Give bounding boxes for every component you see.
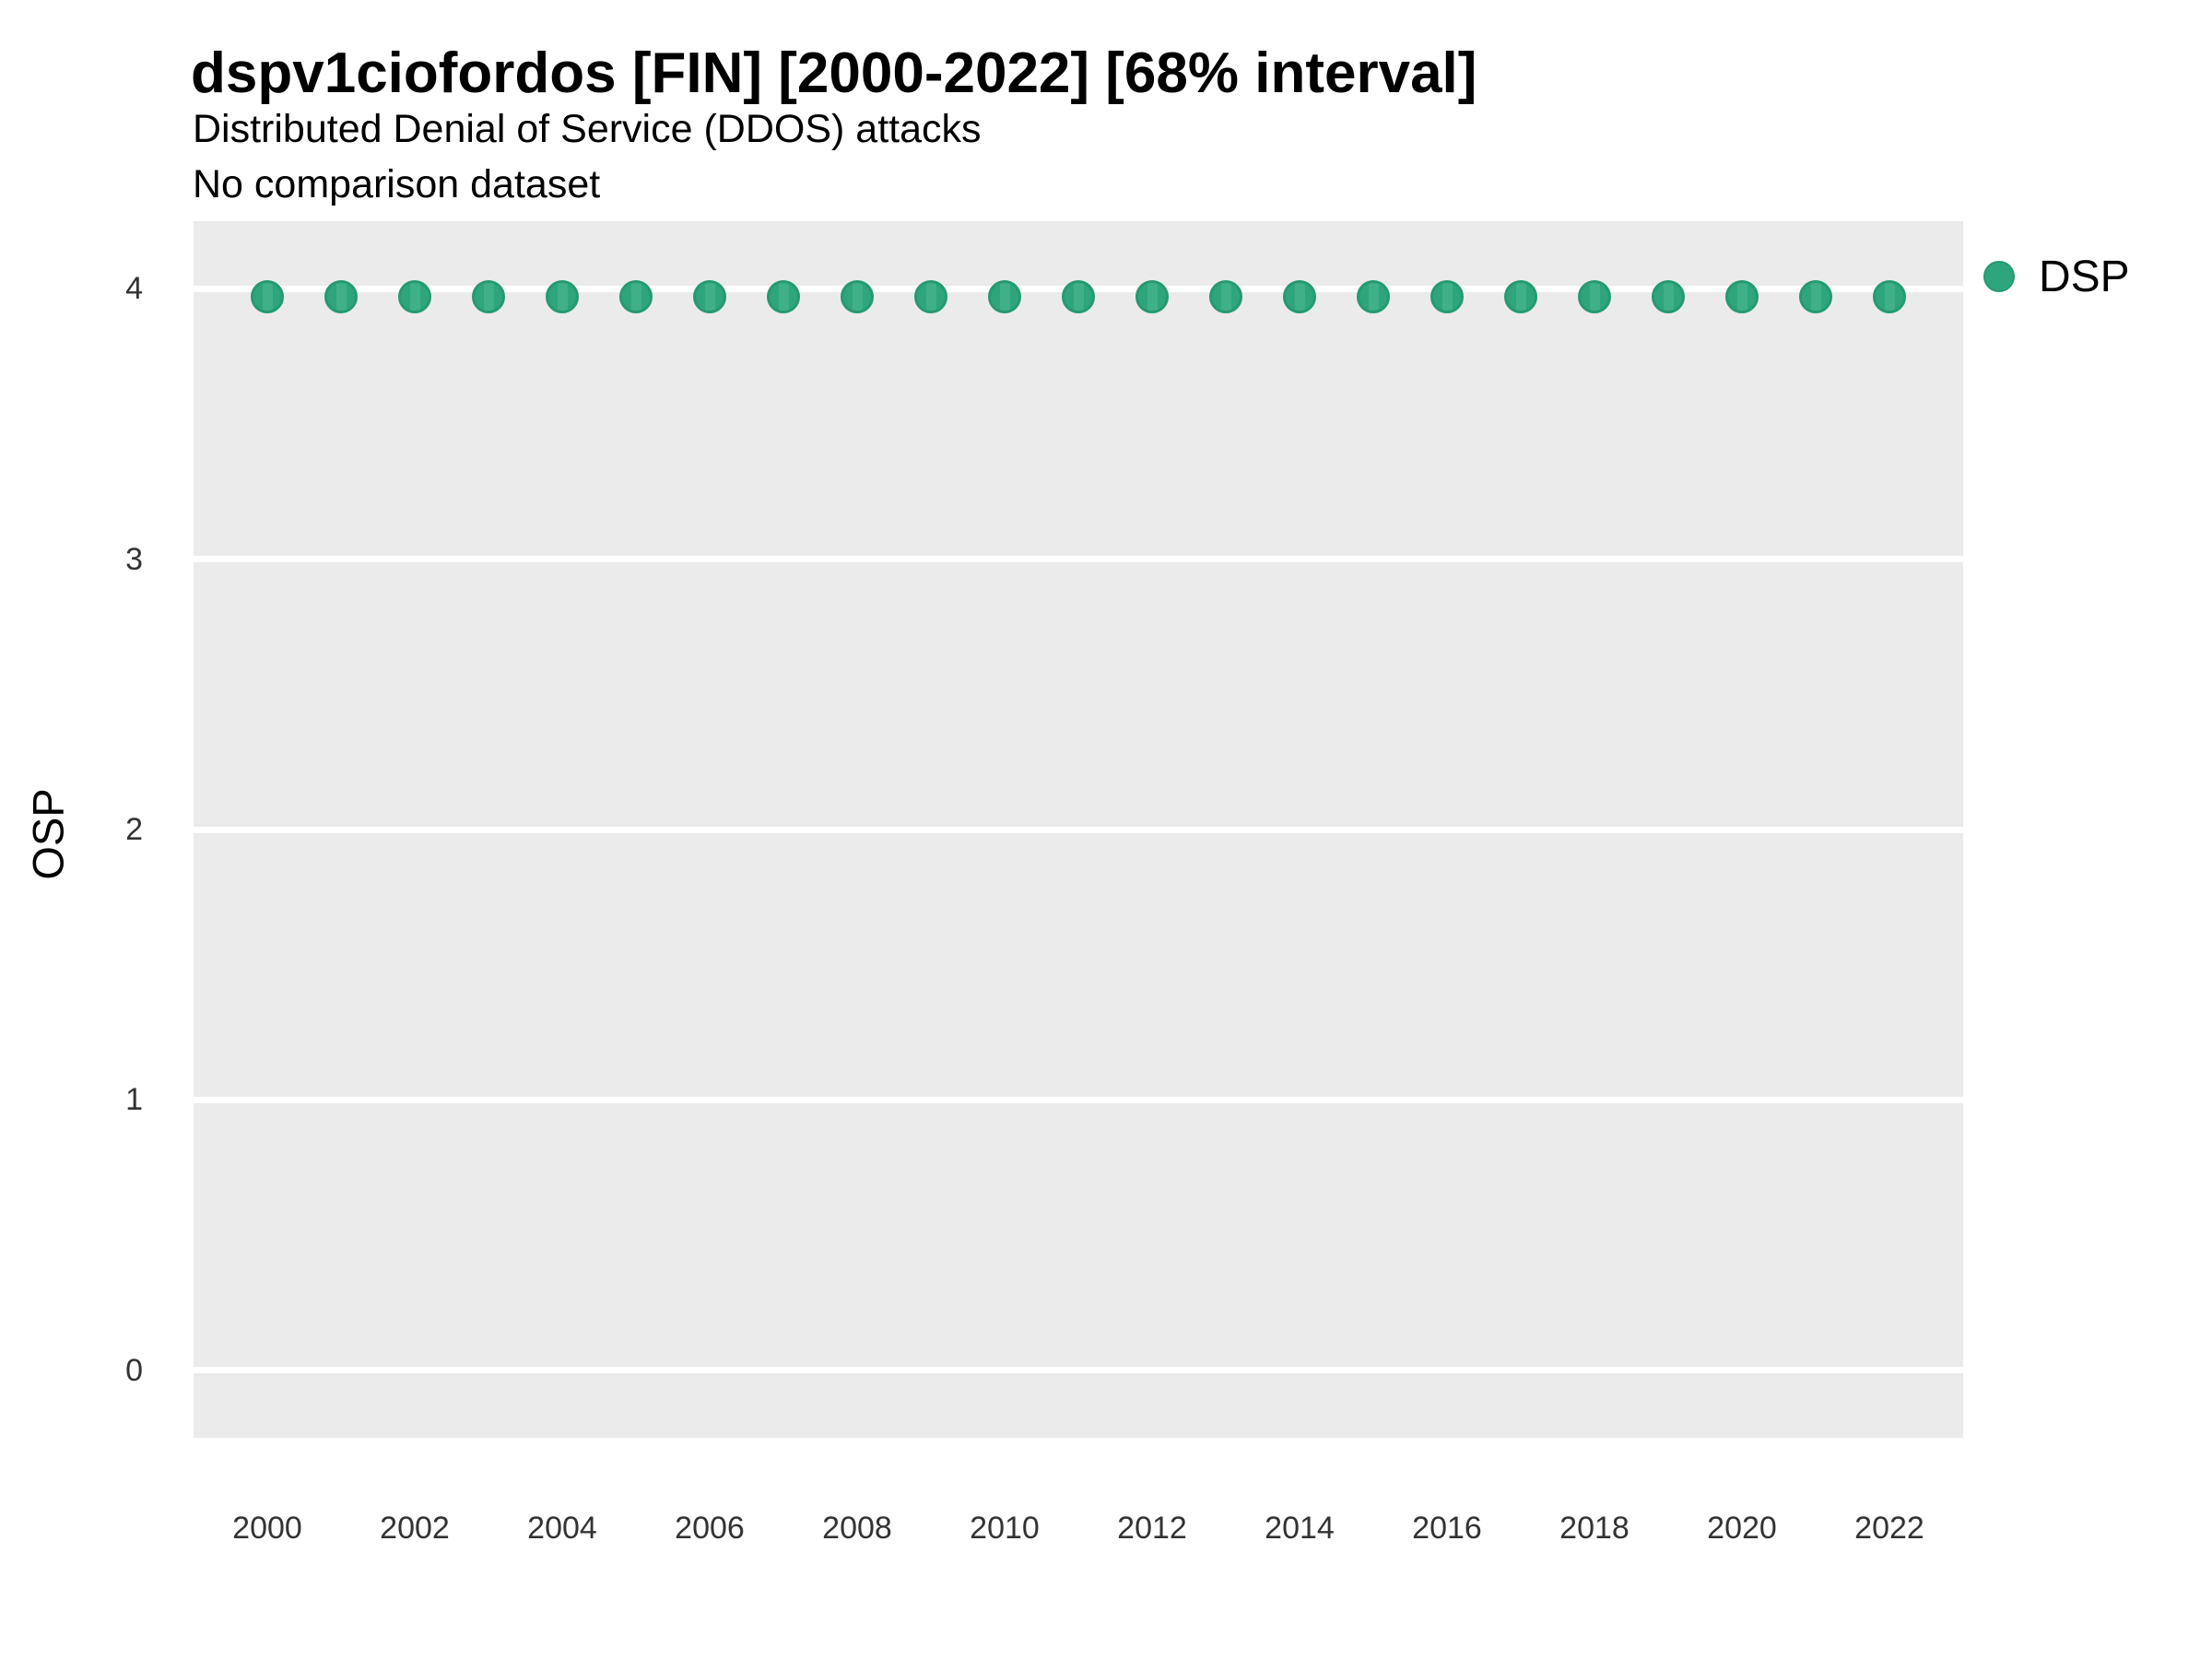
y-tick-label-2: 2: [125, 812, 143, 847]
data-point-DSP-2018: [1578, 280, 1611, 314]
major-gridline-y-0: [194, 1367, 1963, 1374]
interval-stripe: [1147, 283, 1158, 312]
data-point-DSP-2005: [619, 280, 653, 314]
data-point-DSP-2021: [1799, 280, 1832, 314]
major-gridline-y-3: [194, 556, 1963, 563]
y-tick-label-1: 1: [125, 1082, 143, 1118]
legend: DSP: [1983, 251, 2130, 302]
data-point-DSP-2010: [988, 280, 1021, 314]
x-tick-label-2016: 2016: [1412, 1511, 1482, 1546]
x-tick-label-2006: 2006: [675, 1511, 745, 1546]
plot-panel: [194, 221, 1963, 1438]
data-point-DSP-2013: [1209, 280, 1242, 314]
y-tick-label-3: 3: [125, 541, 143, 577]
interval-stripe: [704, 283, 715, 312]
x-tick-label-2010: 2010: [970, 1511, 1040, 1546]
interval-stripe: [1073, 283, 1084, 312]
x-tick-label-2008: 2008: [822, 1511, 892, 1546]
x-tick-label-2002: 2002: [380, 1511, 450, 1546]
data-point-DSP-2002: [398, 280, 431, 314]
chart-note: No comparison dataset: [193, 162, 601, 206]
interval-stripe: [262, 283, 273, 312]
chart-title: dspv1ciofordos [FIN] [2000-2022] [68% in…: [191, 41, 1477, 105]
interval-stripe: [1810, 283, 1821, 312]
interval-stripe: [1663, 283, 1674, 312]
major-gridline-y-2: [194, 826, 1963, 833]
x-tick-label-2012: 2012: [1117, 1511, 1187, 1546]
data-point-DSP-2003: [472, 280, 505, 314]
interval-stripe: [335, 283, 347, 312]
data-point-DSP-2001: [324, 280, 358, 314]
interval-stripe: [1220, 283, 1231, 312]
data-point-DSP-2017: [1504, 280, 1537, 314]
interval-stripe: [1515, 283, 1526, 312]
interval-stripe: [1368, 283, 1379, 312]
interval-stripe: [999, 283, 1010, 312]
interval-stripe: [778, 283, 789, 312]
data-point-DSP-2016: [1430, 280, 1464, 314]
data-point-DSP-2015: [1357, 280, 1390, 314]
data-point-DSP-2011: [1062, 280, 1095, 314]
interval-stripe: [1736, 283, 1747, 312]
data-point-DSP-2008: [841, 280, 874, 314]
x-tick-label-2020: 2020: [1707, 1511, 1777, 1546]
data-point-DSP-2009: [914, 280, 947, 314]
x-tick-label-2014: 2014: [1265, 1511, 1335, 1546]
legend-point-swatch: [1983, 261, 2015, 292]
x-tick-label-2000: 2000: [232, 1511, 302, 1546]
y-tick-label-4: 4: [125, 271, 143, 307]
x-tick-label-2018: 2018: [1559, 1511, 1630, 1546]
legend-label: DSP: [2039, 252, 2130, 301]
data-point-DSP-2000: [251, 280, 284, 314]
data-point-DSP-2004: [546, 280, 579, 314]
data-point-DSP-2019: [1652, 280, 1685, 314]
data-point-DSP-2012: [1135, 280, 1169, 314]
x-tick-label-2004: 2004: [527, 1511, 597, 1546]
interval-stripe: [925, 283, 936, 312]
chart-subtitle: Distributed Denial of Service (DDOS) att…: [193, 107, 982, 151]
interval-stripe: [1294, 283, 1305, 312]
data-point-DSP-2020: [1725, 280, 1759, 314]
y-tick-label-0: 0: [125, 1352, 143, 1388]
data-point-DSP-2007: [767, 280, 800, 314]
data-point-DSP-2014: [1283, 280, 1316, 314]
interval-stripe: [630, 283, 641, 312]
interval-stripe: [557, 283, 568, 312]
major-gridline-y-1: [194, 1096, 1963, 1103]
interval-stripe: [483, 283, 494, 312]
interval-stripe: [409, 283, 420, 312]
interval-stripe: [1884, 283, 1895, 312]
data-point-DSP-2022: [1873, 280, 1906, 314]
interval-stripe: [852, 283, 863, 312]
data-point-DSP-2006: [693, 280, 726, 314]
interval-stripe: [1441, 283, 1453, 312]
x-tick-label-2022: 2022: [1854, 1511, 1924, 1546]
interval-stripe: [1589, 283, 1600, 312]
